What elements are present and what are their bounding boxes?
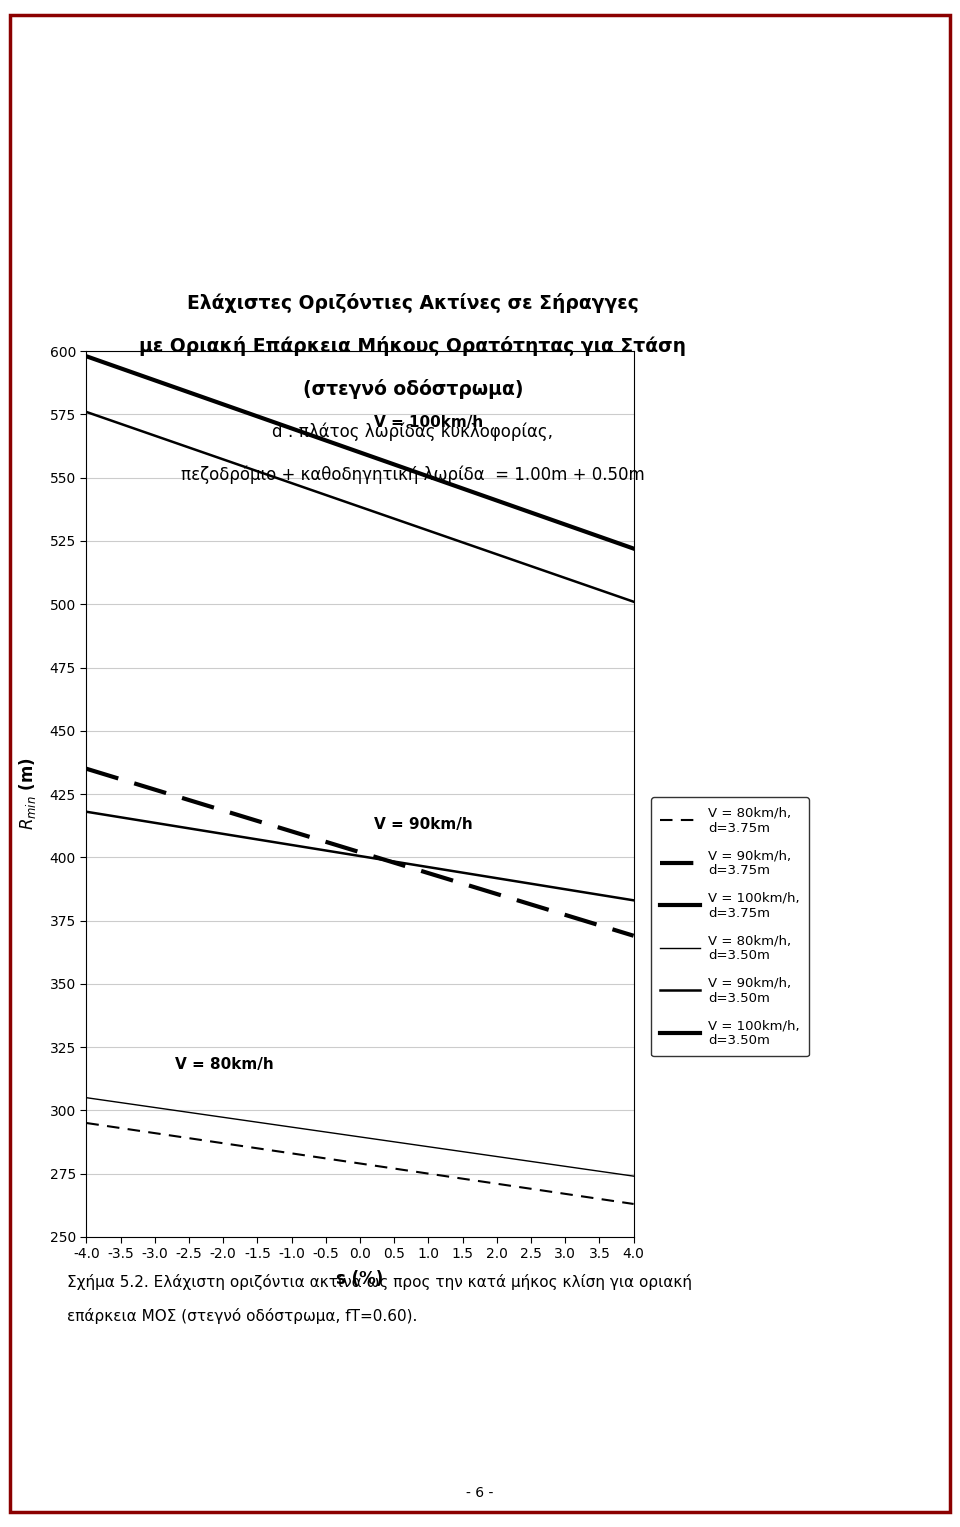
Text: Σχήμα 5.2. Ελάχιστη οριζόντια ακτίνα ως προς την κατά μήκος κλίση για οριακή: Σχήμα 5.2. Ελάχιστη οριζόντια ακτίνα ως … <box>67 1275 692 1290</box>
Text: V = 90km/h: V = 90km/h <box>373 817 472 832</box>
Text: V = 80km/h: V = 80km/h <box>176 1057 274 1072</box>
X-axis label: s (%): s (%) <box>336 1269 384 1287</box>
Text: - 6 -: - 6 - <box>467 1486 493 1500</box>
Text: V = 100km/h: V = 100km/h <box>373 415 483 429</box>
Legend: V = 80km/h,
d=3.75m, V = 90km/h,
d=3.75m, V = 100km/h,
d=3.75m, V = 80km/h,
d=3.: V = 80km/h, d=3.75m, V = 90km/h, d=3.75m… <box>651 797 808 1057</box>
Text: με Οριακή Επάρκεια Μήκους Ορατότητας για Στάση: με Οριακή Επάρκεια Μήκους Ορατότητας για… <box>139 336 686 356</box>
Text: (στεγνό οδόστρωμα): (στεγνό οδόστρωμα) <box>302 379 523 399</box>
Text: επάρκεια ΜΟΣ (στεγνό οδόστρωμα, fΤ=0.60).: επάρκεια ΜΟΣ (στεγνό οδόστρωμα, fΤ=0.60)… <box>67 1309 418 1324</box>
Text: d : πλάτος λωρίδας κυκλοφορίας,: d : πλάτος λωρίδας κυκλοφορίας, <box>273 423 553 441</box>
Y-axis label: $R_{min}$ (m): $R_{min}$ (m) <box>17 757 38 831</box>
Text: πεζοδρόμιο + καθοδηγητική λωρίδα  = 1.00m + 0.50m: πεζοδρόμιο + καθοδηγητική λωρίδα = 1.00m… <box>180 466 645 484</box>
Text: Ελάχιστες Οριζόντιες Ακτίνες σε Σήραγγες: Ελάχιστες Οριζόντιες Ακτίνες σε Σήραγγες <box>187 293 638 313</box>
